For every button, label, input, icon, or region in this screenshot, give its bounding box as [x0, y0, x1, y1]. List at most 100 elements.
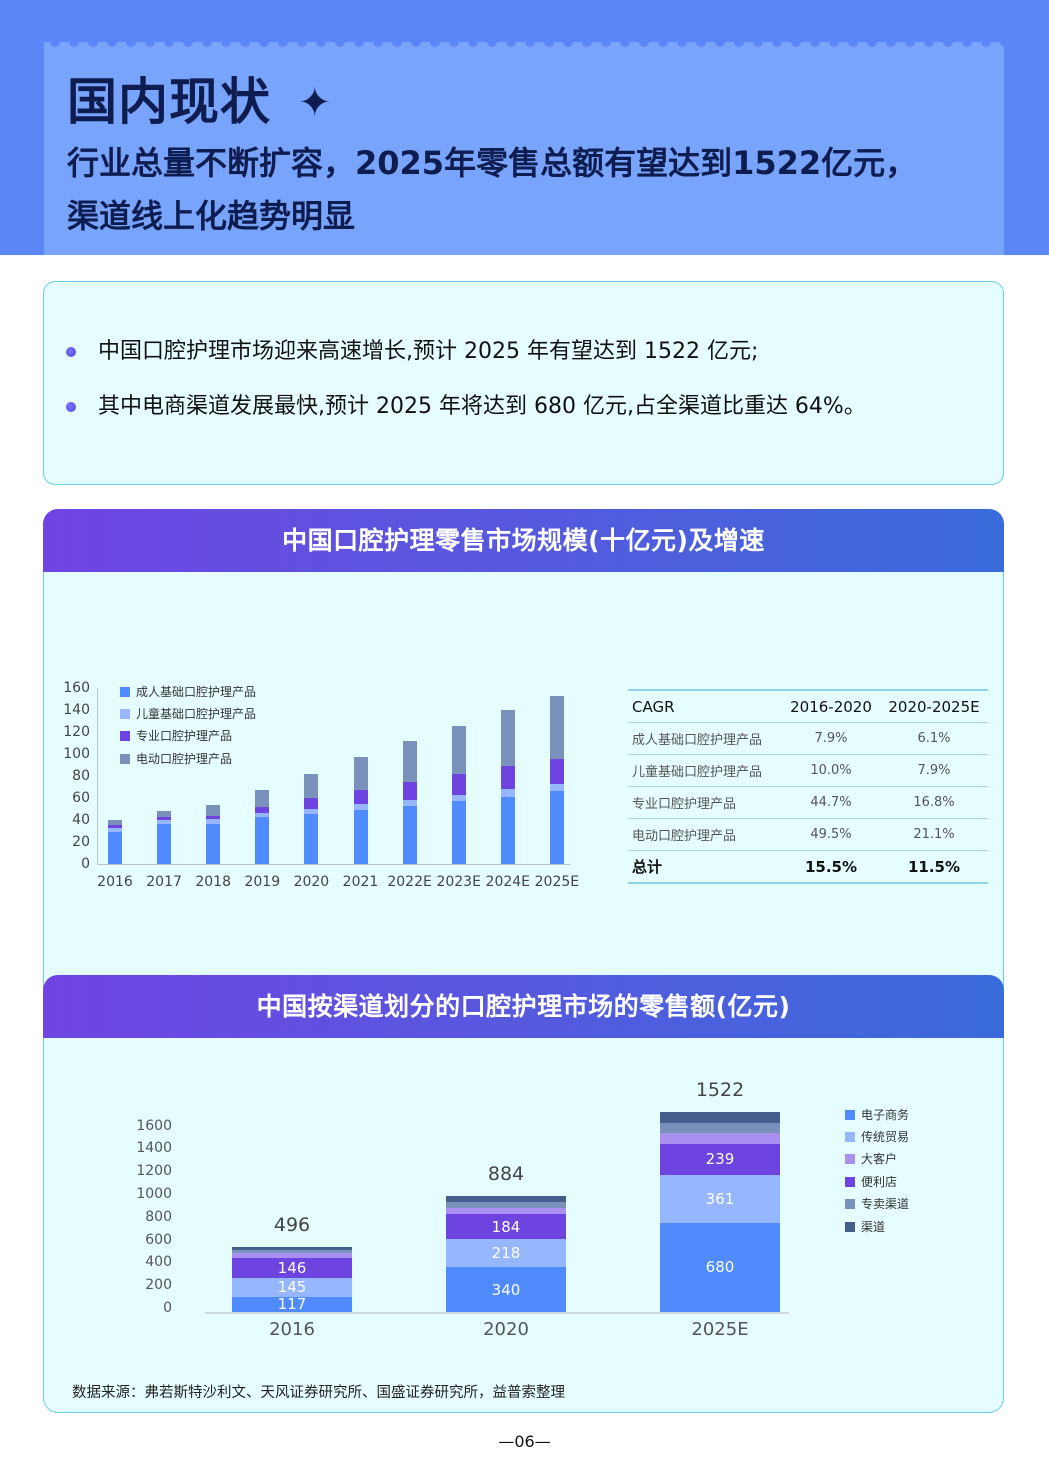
chart1-y-tick-label: 0 — [81, 856, 90, 872]
chart2-x-tick-label: 2016 — [269, 1319, 315, 1340]
chart1-legend-label: 儿童基础口腔护理产品 — [136, 707, 257, 721]
chart2-segment-value-label: 340 — [491, 1280, 521, 1299]
chart1-bar-segment — [500, 766, 515, 789]
chart1-bar-segment — [108, 820, 122, 825]
chart1-bar-segment — [206, 815, 221, 820]
cagr-row-label: 儿童基础口腔护理产品 — [632, 765, 763, 780]
cagr-row-col1: 10.0% — [810, 763, 852, 778]
chart1-x-tick-label: 2019 — [244, 874, 281, 890]
legend-swatch-icon — [845, 1177, 855, 1187]
chart1-bar-segment — [402, 799, 417, 807]
chart2-total-label: 496 — [273, 1213, 311, 1236]
chart2-legend-label: 电子商务 — [861, 1108, 910, 1122]
chart1-y-tick-label: 160 — [63, 680, 90, 696]
chart2-bar-segment: 146 — [232, 1258, 352, 1278]
chart1-legend-label: 电动口腔护理产品 — [136, 752, 233, 766]
chart2-y-tick-label: 800 — [145, 1208, 172, 1225]
chart1-bar-segment — [353, 804, 368, 810]
chart2-legend-label: 渠道 — [861, 1220, 886, 1234]
chart2-segment-value-label: 184 — [491, 1217, 521, 1236]
summary-bullet-2: 其中电商渠道发展最快,预计 2025 年将达到 680 亿元,占全渠道比重达 6… — [98, 394, 866, 419]
legend-swatch-icon — [845, 1154, 855, 1164]
chart2-legend-label: 专卖渠道 — [861, 1197, 910, 1211]
chart1-bar-segment — [451, 800, 466, 864]
chart1-y-tick-label: 20 — [72, 834, 90, 850]
chart2-bar-segment — [660, 1111, 780, 1124]
chart1-y-tick-label: 140 — [63, 702, 90, 718]
page-title: 国内现状 — [67, 73, 271, 131]
legend-swatch-icon — [120, 731, 130, 741]
chart2-segment-value-label: 680 — [705, 1258, 735, 1277]
chart1-bar-segment — [549, 759, 564, 784]
chart2-total-label: 884 — [487, 1162, 525, 1185]
legend-swatch-icon — [120, 687, 130, 697]
chart2-segment-value-label: 218 — [491, 1243, 521, 1262]
chart1-bar-segment — [353, 756, 368, 790]
chart1-bar-segment — [304, 798, 319, 810]
chart1-bar-segment — [157, 810, 172, 817]
chart1-legend-label: 专业口腔护理产品 — [136, 729, 233, 743]
legend-swatch-icon — [845, 1132, 855, 1142]
chart1-bar-segment — [353, 809, 368, 864]
header-panel — [44, 42, 1004, 255]
chart1-bar-segment — [549, 783, 564, 792]
cagr-total-col1: 15.5% — [804, 857, 858, 876]
chart1-bar-segment — [255, 817, 270, 864]
table-row: 儿童基础口腔护理产品 10.0% 7.9% — [628, 755, 988, 787]
chart1-bar-segment — [500, 796, 515, 864]
chart1-bar-segment — [255, 812, 270, 818]
chart1-x-axis — [97, 864, 570, 865]
chart1-y-tick-label: 100 — [63, 746, 90, 762]
cagr-total-col2: 11.5% — [907, 857, 961, 876]
chart1-x-tick-label: 2024E — [485, 874, 531, 890]
chart2-y-tick-label: 1200 — [136, 1163, 172, 1180]
cagr-row-col2: 21.1% — [913, 827, 955, 842]
chart2-bar-segment: 340 — [446, 1267, 566, 1312]
chart1-y-tick-label: 40 — [72, 812, 90, 828]
chart1-bar-segment — [108, 828, 122, 832]
chart2-title: 中国按渠道划分的口腔护理市场的零售额(亿元) — [43, 975, 1004, 1038]
chart1-x-tick-label: 2025E — [534, 874, 580, 890]
chart2-bar-segment: 361 — [660, 1175, 780, 1223]
chart1-bar-segment — [108, 824, 122, 829]
chart1-bar-segment — [549, 791, 564, 864]
chart1-bar-segment — [255, 807, 270, 813]
chart1-x-tick-label: 2023E — [436, 874, 481, 890]
chart1-bar-segment — [549, 695, 564, 760]
chart1-bar-segment — [304, 809, 319, 814]
chart2-x-tick-label: 2020 — [483, 1319, 529, 1340]
table-row: 专业口腔护理产品 44.7% 16.8% — [628, 787, 988, 819]
chart2-bar-segment — [232, 1249, 352, 1254]
chart1-x-tick-label: 2020 — [293, 874, 330, 890]
cagr-header-label: CAGR — [632, 697, 675, 716]
chart2-bar-segment — [446, 1207, 566, 1215]
chart2-bar-segment: 218 — [446, 1238, 566, 1268]
legend-swatch-icon — [845, 1222, 855, 1232]
chart1-bar-segment — [500, 788, 515, 797]
chart2-legend-label: 传统贸易 — [861, 1130, 910, 1144]
chart2-bar-segment — [660, 1123, 780, 1134]
legend-swatch-icon — [845, 1110, 855, 1120]
chart2-y-tick-label: 600 — [145, 1231, 172, 1248]
cagr-row-col2: 6.1% — [917, 731, 951, 746]
chart2-y-tick-label: 400 — [145, 1254, 172, 1271]
chart1-x-tick-label: 2022E — [387, 874, 432, 890]
cagr-header-col1: 2016-2020 — [790, 697, 872, 716]
cagr-row-label: 电动口腔护理产品 — [632, 829, 737, 844]
bullet-dot-icon — [66, 402, 76, 412]
chart1-bar-segment — [451, 774, 466, 796]
chart1-y-tick-label: 80 — [72, 768, 90, 784]
chart1-x-tick-label: 2018 — [195, 874, 231, 890]
chart1-bar-segment — [206, 805, 221, 816]
chart2-bar-segment: 239 — [660, 1143, 780, 1176]
chart2-bar-segment: 680 — [660, 1222, 780, 1312]
legend-swatch-icon — [120, 709, 130, 719]
chart1-y-axis — [97, 688, 98, 865]
legend-swatch-icon — [845, 1199, 855, 1209]
chart2-bar-segment — [446, 1201, 566, 1208]
chart2-y-tick-label: 1600 — [136, 1117, 172, 1134]
chart1-y-tick-label: 60 — [72, 790, 90, 806]
chart1-bar-segment — [304, 813, 319, 864]
cagr-row-col1: 44.7% — [810, 795, 852, 810]
